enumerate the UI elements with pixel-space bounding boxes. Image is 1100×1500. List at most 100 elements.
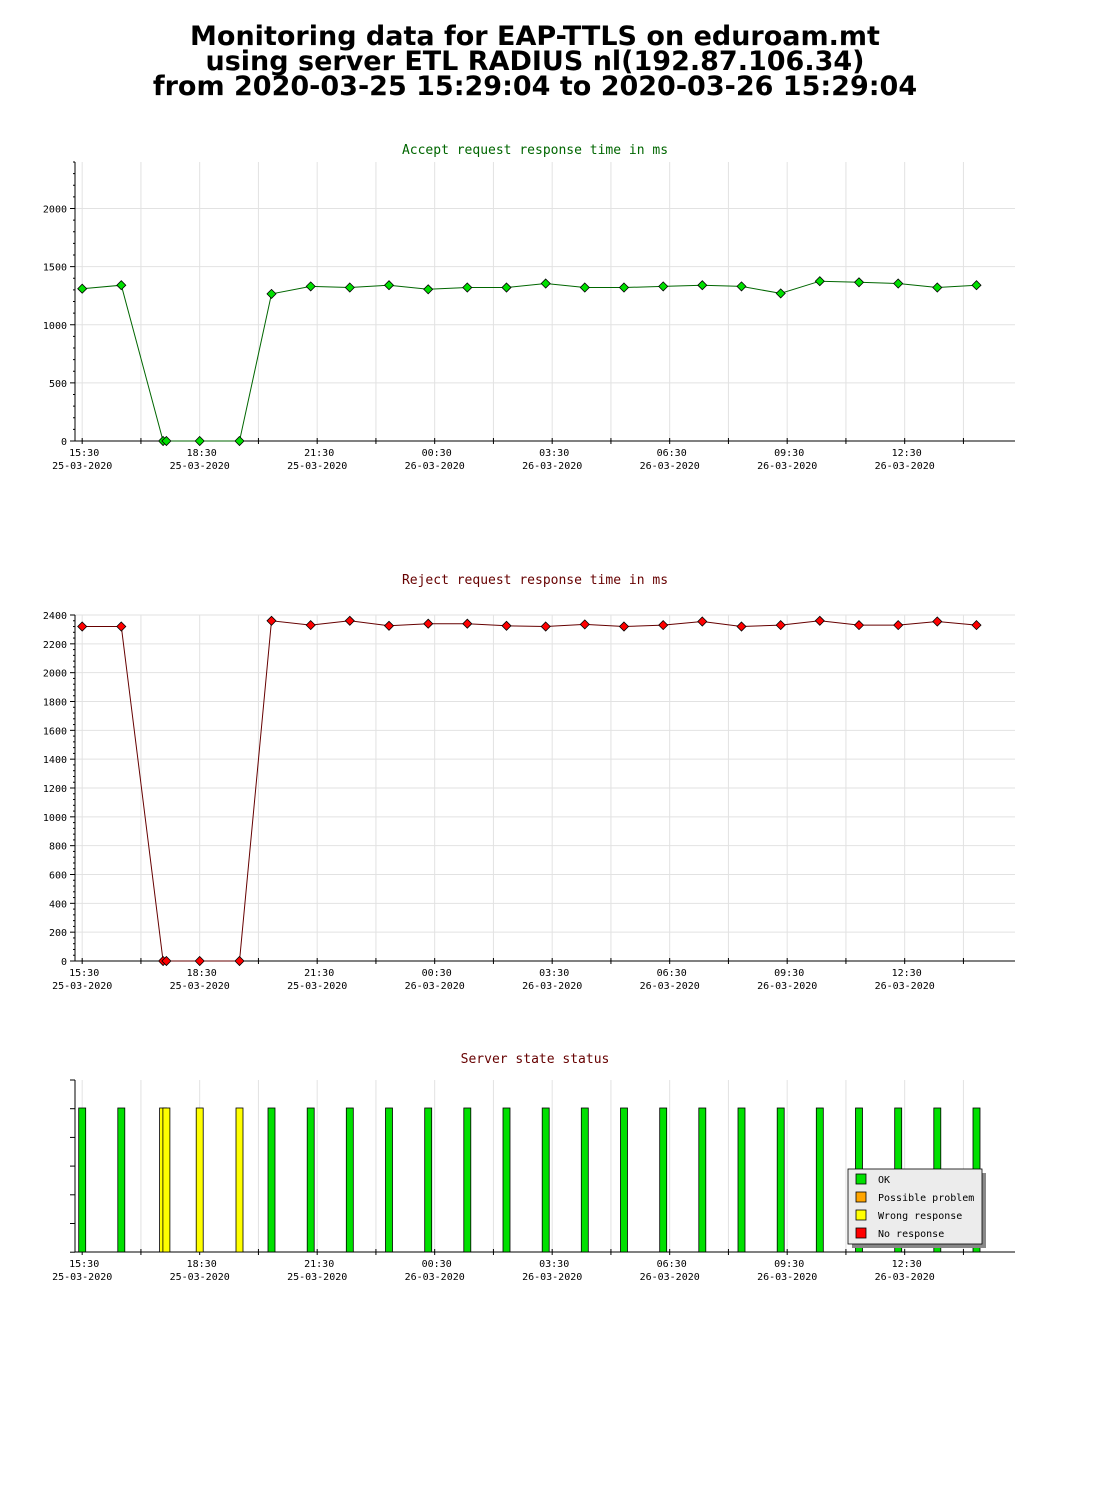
page-title: Monitoring data for EAP-TTLS on eduroam.… <box>0 23 1070 102</box>
legend-label-wrong: Wrong response <box>878 1211 962 1222</box>
x-tick-label-date: 25-03-2020 <box>52 981 112 992</box>
legend-box <box>847 1168 983 1245</box>
x-tick-label-time: 03:30 <box>539 1259 569 1270</box>
title-line-3: from 2020-03-25 15:29:04 to 2020-03-26 1… <box>152 71 918 102</box>
data-point <box>893 620 904 631</box>
chart-0: Accept request response time in ms 0 500 10… <box>43 143 1015 472</box>
status-bar <box>698 1107 707 1253</box>
data-point <box>383 280 395 291</box>
y-tick-label: 2000 <box>43 669 67 680</box>
x-tick-label-time: 09:30 <box>774 448 804 459</box>
data-point <box>116 280 127 291</box>
status-bar <box>659 1107 668 1253</box>
data-point <box>579 282 590 293</box>
legend-swatch-ok <box>855 1173 867 1185</box>
chart-title: Accept request response time in ms <box>402 143 668 158</box>
y-tick-label: 1500 <box>43 263 67 274</box>
data-point <box>462 618 473 629</box>
data-point <box>932 282 943 293</box>
x-tick-label-time: 09:30 <box>774 1259 804 1270</box>
data-point <box>116 621 127 632</box>
status-bar <box>463 1107 472 1253</box>
y-tick-label: 1000 <box>43 813 67 824</box>
status-bar <box>776 1107 785 1253</box>
data-point <box>266 288 277 299</box>
y-tick-label: 400 <box>49 899 67 910</box>
data-point <box>161 435 172 447</box>
data-point <box>161 955 172 967</box>
x-tick-label-time: 18:30 <box>187 448 217 459</box>
y-tick-label: 0 <box>61 437 67 448</box>
x-tick-label-date: 26-03-2020 <box>640 981 700 992</box>
chart-title: Server state status <box>461 1052 610 1067</box>
x-tick-label-date: 26-03-2020 <box>405 461 465 472</box>
data-point <box>305 281 316 292</box>
y-tick-label: 2200 <box>43 640 67 651</box>
status-bar <box>502 1107 511 1253</box>
data-point <box>540 278 551 289</box>
x-tick-label-time: 03:30 <box>539 448 569 459</box>
y-tick-label: 1000 <box>43 321 67 332</box>
data-point <box>383 620 395 631</box>
x-tick-label-time: 21:30 <box>304 1259 334 1270</box>
x-tick-label-date: 26-03-2020 <box>757 1272 817 1283</box>
x-tick-label-time: 06:30 <box>657 448 687 459</box>
x-tick-label-date: 26-03-2020 <box>522 981 582 992</box>
series-line <box>82 280 977 442</box>
y-tick-label: 600 <box>49 871 67 882</box>
x-tick-label-date: 26-03-2020 <box>875 981 935 992</box>
data-point <box>77 621 88 632</box>
status-bar <box>78 1107 87 1253</box>
data-point <box>932 616 943 627</box>
y-tick-label: 1200 <box>43 784 67 795</box>
data-point <box>344 615 355 626</box>
x-tick-label-date: 26-03-2020 <box>757 981 817 992</box>
x-tick-label-time: 03:30 <box>539 968 569 979</box>
x-tick-label-time: 12:30 <box>892 448 922 459</box>
data-point <box>77 283 88 294</box>
status-bar <box>345 1107 354 1253</box>
status-bar <box>162 1107 171 1253</box>
legend: OK Possible problem Wrong response No respo… <box>847 1168 986 1248</box>
data-point <box>775 620 786 631</box>
x-tick-label-date: 26-03-2020 <box>405 981 465 992</box>
legend-swatch-wrong <box>855 1209 867 1221</box>
x-tick-label-time: 21:30 <box>304 448 334 459</box>
y-tick-label: 1400 <box>43 755 67 766</box>
status-bar <box>541 1107 550 1253</box>
status-bar <box>737 1107 746 1253</box>
data-point <box>658 281 669 292</box>
data-point <box>697 280 708 291</box>
data-point <box>194 435 205 447</box>
x-tick-label-date: 26-03-2020 <box>875 1272 935 1283</box>
data-point <box>814 615 825 626</box>
status-bar <box>306 1107 315 1253</box>
status-bar <box>580 1107 589 1253</box>
x-tick-label-time: 18:30 <box>187 1259 217 1270</box>
x-tick-label-date: 25-03-2020 <box>170 461 230 472</box>
data-point <box>853 277 865 288</box>
data-point <box>344 282 355 293</box>
legend-label-possible: Possible problem <box>878 1193 974 1204</box>
data-point <box>266 615 277 626</box>
status-bar <box>267 1107 276 1253</box>
legend-swatch-none <box>855 1227 867 1239</box>
x-tick-label-time: 18:30 <box>187 968 217 979</box>
x-tick-label-date: 26-03-2020 <box>640 461 700 472</box>
chart-title: Reject request response time in ms <box>402 573 668 588</box>
x-tick-label-time: 06:30 <box>657 1259 687 1270</box>
status-bar <box>385 1107 393 1253</box>
data-point <box>194 955 205 967</box>
chart-1: Reject request response time in ms 0 200 40… <box>43 573 1015 992</box>
x-tick-label-date: 25-03-2020 <box>287 981 347 992</box>
y-tick-label: 1600 <box>43 726 67 737</box>
data-point <box>814 276 825 287</box>
data-point <box>893 278 904 289</box>
data-point <box>775 288 786 299</box>
x-tick-label-time: 15:30 <box>69 968 99 979</box>
x-tick-label-date: 25-03-2020 <box>287 1272 347 1283</box>
x-tick-label-date: 26-03-2020 <box>522 461 582 472</box>
x-tick-label-date: 25-03-2020 <box>52 461 112 472</box>
chart-2: Server state status 15:30 25-03-2020 18:30 2… <box>52 1052 1015 1283</box>
